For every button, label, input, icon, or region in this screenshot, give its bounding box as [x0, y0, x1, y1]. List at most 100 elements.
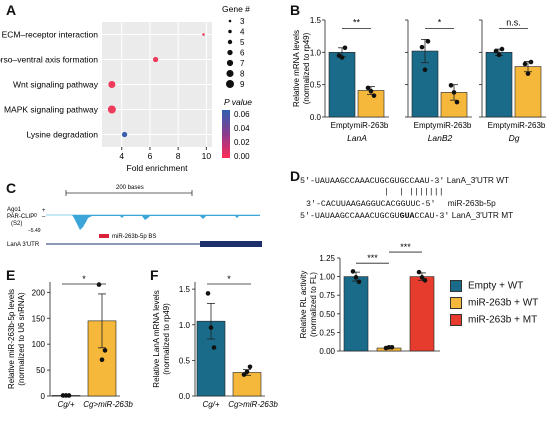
- category-label: MAPK signaling pathway: [4, 105, 99, 115]
- y-tick-label: 1.0: [310, 48, 322, 57]
- data-dot: [422, 278, 428, 283]
- y-tick-label: 0.50: [319, 310, 335, 319]
- panel-b-bar-chart: Relative mRNA levels (normalized to rp49)…: [292, 16, 546, 143]
- panel-d-sequence-block: 5′-UAUAAGCCAAACUGCGUGCCAAU-3′ LanA_3′UTR…: [300, 175, 548, 222]
- data-dot: [63, 393, 69, 398]
- legend-swatch-yellow: [450, 297, 462, 309]
- data-dot: [339, 55, 345, 60]
- panel-f-bar-chart: Relative LanA mRNA levels (normalized to …: [152, 274, 278, 409]
- significance-label: ***: [400, 242, 411, 252]
- y-axis-label-line2: (normalized to U6 snRNA): [17, 292, 26, 386]
- data-dot: [451, 90, 457, 95]
- binding-site-label: miR-263b-5p BS: [112, 234, 156, 240]
- color-legend-tick: 0.00: [234, 152, 250, 161]
- track-label-s2: (S2): [11, 221, 22, 227]
- panel-label-e: E: [6, 267, 16, 283]
- y-axis-label-line1: Relative LanA mRNA levels: [152, 290, 161, 387]
- y-tick-label: 1.5: [310, 16, 322, 25]
- category-label: Lysine degradation: [26, 130, 98, 140]
- y-tick-label: 50: [36, 366, 45, 375]
- binding-site-marker: [99, 234, 109, 238]
- x-tick-label: miR-263b: [511, 121, 546, 130]
- x-tick-label: 8: [176, 151, 181, 161]
- significance-label: *: [82, 274, 86, 284]
- y-axis-label-line1: Relative RL activity: [299, 271, 308, 339]
- size-legend-value: 9: [240, 80, 245, 89]
- data-point: [202, 33, 205, 36]
- y-tick-label: 0.0: [310, 113, 322, 122]
- size-legend-dot: [226, 80, 234, 88]
- x-tick-label: 10: [202, 151, 212, 161]
- panel-label-d: D: [290, 168, 301, 184]
- color-legend-bar: [222, 110, 230, 158]
- data-dot: [353, 275, 359, 280]
- y-axis-label-line2: (normalized to rp49): [302, 32, 311, 104]
- data-dot: [244, 369, 250, 375]
- data-dot: [102, 348, 108, 353]
- panel-e-bar-chart: Relative miR-263b-5p levels (normalized t…: [7, 274, 133, 409]
- y-tick-label: 150: [32, 314, 46, 323]
- y-tick-label: 200: [32, 288, 46, 297]
- legend-item-mir-mt: miR-263b + MT: [450, 314, 537, 326]
- significance-label: *: [438, 17, 442, 27]
- data-dot: [205, 291, 211, 296]
- data-dot: [499, 46, 505, 52]
- data-dot: [365, 85, 371, 91]
- significance-label: **: [353, 17, 361, 27]
- x-tick-label: miR-263b: [354, 121, 389, 130]
- data-dot: [419, 275, 425, 280]
- data-dot: [356, 279, 362, 285]
- data-dot: [247, 364, 253, 370]
- group-label: Dg: [509, 133, 520, 143]
- data-point: [108, 80, 116, 89]
- data-dot: [371, 93, 377, 98]
- x-tick-label: 4: [119, 151, 124, 161]
- y-tick-label: 0.00: [319, 347, 335, 356]
- mir-name: miR-263b-5p: [447, 198, 496, 208]
- min-value-label: –5.49: [28, 228, 41, 234]
- group-label: LanA: [347, 133, 367, 143]
- x-axis-label: Fold enrichment: [127, 163, 189, 173]
- color-legend-tick: 0.06: [234, 110, 250, 119]
- zero-label: 0: [34, 213, 37, 219]
- data-dot: [386, 344, 392, 350]
- size-legend-dot: [227, 49, 233, 56]
- x-tick-label: Cg/+: [57, 400, 74, 409]
- group-label: LanB2: [428, 133, 453, 143]
- data-dot: [419, 44, 425, 50]
- x-tick-label: Cg>miR-263b: [228, 400, 278, 409]
- panel-label-c: C: [6, 180, 17, 196]
- y-axis-label-line1: Relative miR-263b-5p levels: [7, 289, 16, 389]
- mt-utr-sequence-part2: CCAU-3′: [414, 212, 450, 221]
- y-tick-label: 0.25: [319, 328, 335, 337]
- size-legend-dot: [227, 39, 233, 45]
- scale-label: 200 bases: [116, 185, 144, 191]
- data-dot: [342, 45, 348, 51]
- color-legend-tick: 0.04: [234, 124, 250, 133]
- size-legend-dot: [228, 19, 232, 23]
- mt-utr-mutated-bases: GUA: [399, 212, 415, 221]
- size-legend-value: 6: [240, 49, 245, 58]
- data-dot: [416, 269, 422, 275]
- size-legend-value: 8: [240, 70, 245, 79]
- significance-label: n.s.: [506, 17, 521, 27]
- y-tick-label: 0: [41, 392, 46, 401]
- panel-d-bar-chart: Relative RL activity (normalized to FL)0.…: [299, 242, 440, 356]
- data-point: [121, 131, 128, 138]
- y-tick-label: 0.0: [179, 392, 191, 401]
- bar: [409, 276, 435, 352]
- data-dot: [422, 67, 428, 73]
- data-dot: [528, 59, 534, 65]
- base-pairing-marks: | | |||||||: [384, 188, 444, 197]
- y-tick-label: 1.25: [319, 254, 335, 263]
- x-tick-label: miR-263b: [437, 121, 472, 130]
- legend-item-empty-wt: Empty + WT: [450, 280, 523, 292]
- x-tick-label: Cg>miR-263b: [83, 400, 133, 409]
- x-tick-label: Cg/+: [202, 400, 219, 409]
- panel-label-f: F: [150, 267, 159, 283]
- size-legend-value: 7: [240, 59, 245, 68]
- plus-strand-label: +: [42, 208, 46, 214]
- size-legend-dot: [226, 59, 234, 67]
- data-dot: [448, 83, 454, 88]
- data-dot: [96, 282, 102, 287]
